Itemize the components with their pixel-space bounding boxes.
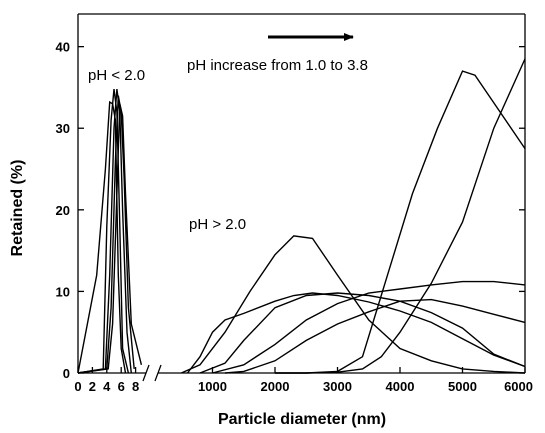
- series-left-line-3: [77, 89, 132, 374]
- series-right-line-4: [212, 280, 526, 374]
- y-tick-label: 0: [63, 366, 70, 381]
- series-right-line-2: [181, 235, 526, 374]
- y-tick-label: 30: [56, 121, 70, 136]
- annotation-arrow-text: pH increase from 1.0 to 3.8: [187, 57, 368, 74]
- x-tick-label: 2000: [261, 379, 290, 394]
- x-tick-label: 4000: [386, 379, 415, 394]
- series-right-line-7: [275, 70, 526, 374]
- x-tick-label: 5000: [448, 379, 477, 394]
- series-right-line-3: [199, 292, 526, 374]
- x-tick-label: 8: [132, 379, 139, 394]
- series-left-line-5: [77, 103, 143, 374]
- x-tick-label: 4: [103, 379, 111, 394]
- plot-series: [77, 58, 526, 374]
- x-tick-label: 0: [74, 379, 81, 394]
- axes: [77, 13, 526, 382]
- x-tick-label: 2: [89, 379, 96, 394]
- annotation-ph-high: pH > 2.0: [189, 216, 246, 233]
- x-tick-label: 6: [118, 379, 125, 394]
- y-tick-label: 10: [56, 284, 70, 299]
- series-left-line-2: [77, 89, 130, 374]
- x-tick-label: 6000: [504, 379, 533, 394]
- x-axis-title: Particle diameter (nm): [218, 411, 386, 428]
- axis-break-mark: [142, 364, 150, 382]
- series-left-line-4: [77, 95, 135, 374]
- axis-break-mark: [154, 364, 162, 382]
- y-tick-label: 40: [56, 40, 70, 55]
- x-tick-label: 3000: [323, 379, 352, 394]
- y-axis-title: Retained (%): [9, 160, 26, 257]
- series-right-line-5: [224, 298, 526, 374]
- y-tick-label: 20: [56, 203, 70, 218]
- annotation-ph-low: pH < 2.0: [88, 67, 145, 84]
- x-tick-label: 1000: [198, 379, 227, 394]
- series-right-line-6: [275, 58, 526, 374]
- series-right-line-1: [186, 292, 526, 374]
